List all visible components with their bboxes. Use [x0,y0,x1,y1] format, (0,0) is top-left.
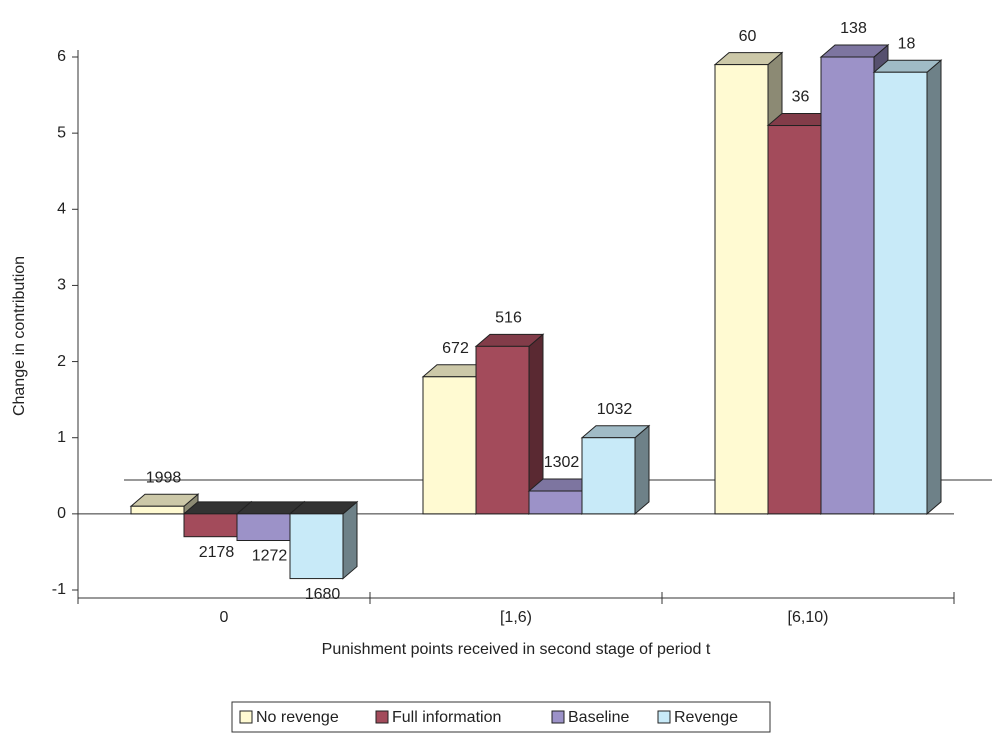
observation-label: 138 [840,20,867,37]
y-tick-label: 4 [57,201,66,218]
y-tick-label: 1 [57,429,66,446]
observation-label: 672 [442,340,469,357]
bar [581,437,636,515]
bar [528,490,583,515]
observation-label: 36 [792,89,810,106]
bar [289,513,344,580]
y-tick-label: -1 [52,581,66,598]
bar [236,513,291,542]
legend [231,701,771,733]
bar [873,71,928,515]
y-tick-label: 0 [57,505,66,522]
bar [130,505,185,515]
bar [475,345,530,515]
legend-label: Revenge [674,709,738,726]
y-tick-label: 5 [57,124,66,141]
legend-label: Baseline [568,709,629,726]
observation-label: 1680 [305,586,341,603]
observation-label: 1998 [146,469,182,486]
y-tick-label: 6 [57,48,66,65]
observation-label: 516 [495,310,522,327]
observation-label: 2178 [199,544,235,561]
observation-label: 18 [898,35,916,52]
legend-swatch [375,710,389,724]
bar-side [342,500,358,580]
legend-swatch [657,710,671,724]
observation-label: 1032 [597,401,633,418]
y-tick-label: 2 [57,353,66,370]
x-tick-label: [6,10) [788,609,829,626]
bar-side [926,59,942,515]
bar [820,56,875,515]
observation-label: 1302 [544,454,580,471]
x-axis-title: Punishment points received in second sta… [322,641,711,658]
x-tick-label: [1,6) [500,609,532,626]
legend-label: Full information [392,709,501,726]
observation-label: 60 [739,28,757,45]
legend-swatch [239,710,253,724]
bar [422,376,477,515]
y-tick-label: 3 [57,277,66,294]
bar [767,125,822,515]
legend-swatch [551,710,565,724]
bar [714,64,769,515]
bar-side [634,424,650,515]
y-axis-title: Change in contribution [11,256,28,416]
x-tick-label: 0 [220,609,229,626]
legend-label: No revenge [256,709,339,726]
bar [183,513,238,538]
observation-label: 1272 [252,548,288,565]
